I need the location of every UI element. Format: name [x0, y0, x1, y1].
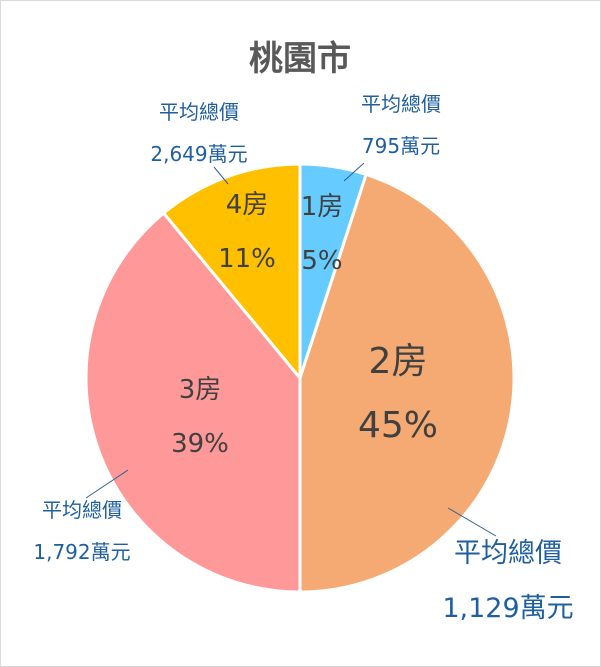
slice-category-label: 1房 — [301, 192, 344, 222]
slice-percent-label: 39% — [171, 429, 229, 459]
leader-line — [85, 469, 129, 499]
avg-price-value: 1,129萬元 — [442, 593, 573, 624]
slice-category-label: 4房 — [226, 190, 269, 220]
chart-title: 桃園市 — [249, 39, 351, 79]
avg-price-label: 平均總價 — [159, 100, 239, 124]
slice-category-label: 3房 — [179, 375, 222, 405]
slice-percent-label: 45% — [358, 405, 438, 446]
avg-price-label: 平均總價 — [454, 538, 562, 569]
slice-category-label: 2房 — [369, 341, 428, 382]
leader-line — [213, 166, 229, 185]
slice-labels: 1房 5% 2房 45% 3房 39% 4房 11% — [171, 190, 438, 459]
pie-slice — [298, 172, 516, 594]
avg-price-value: 1,792萬元 — [33, 540, 130, 564]
pie-slice — [161, 162, 302, 383]
avg-price-value: 795萬元 — [362, 134, 440, 158]
pie-slice — [84, 210, 302, 594]
leader-line — [343, 162, 365, 182]
avg-price-value: 2,649萬元 — [150, 142, 247, 166]
avg-price-label: 平均總價 — [361, 92, 441, 116]
average-price-callouts: 平均總價795萬元平均總價1,129萬元平均總價1,792萬元平均總價2,649… — [33, 92, 573, 624]
slice-percent-label: 5% — [301, 246, 342, 276]
leader-lines — [85, 162, 497, 537]
pie-slices — [84, 162, 516, 594]
avg-price-label: 平均總價 — [42, 498, 122, 522]
leader-line — [447, 507, 497, 537]
slice-percent-label: 11% — [218, 244, 276, 274]
